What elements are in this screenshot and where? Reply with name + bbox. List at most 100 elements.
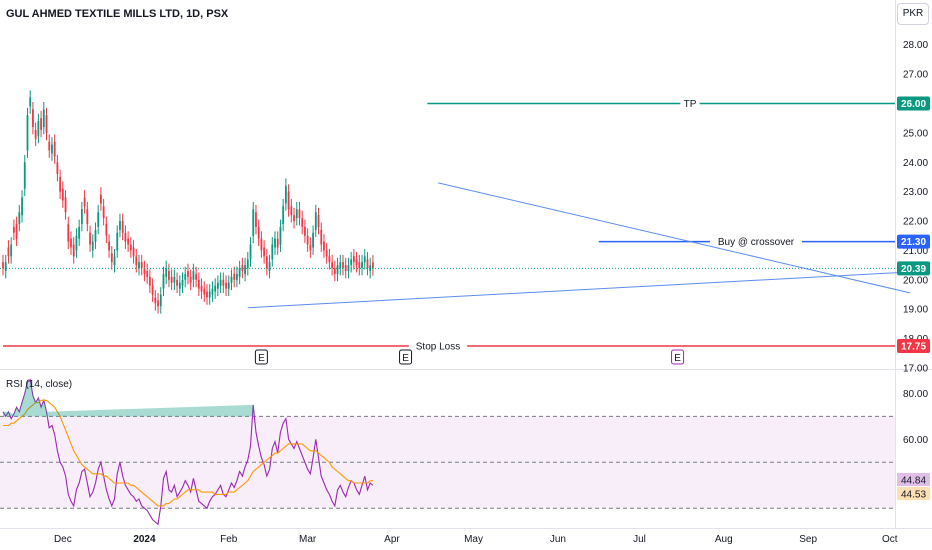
candle-body — [168, 271, 170, 280]
candle-body — [119, 221, 121, 230]
candle — [162, 266, 165, 296]
candle-body — [189, 276, 192, 283]
candle — [361, 254, 363, 276]
candle-body — [151, 285, 154, 295]
candle-body — [135, 256, 138, 266]
candle — [159, 287, 162, 314]
candle — [67, 216, 70, 249]
candle — [290, 199, 293, 223]
candle — [372, 255, 374, 276]
candle — [138, 254, 140, 276]
candle-body — [173, 276, 176, 283]
candle — [121, 213, 124, 241]
candle — [154, 290, 157, 311]
candle-body — [15, 223, 18, 239]
candle — [4, 254, 7, 279]
candle-body — [301, 218, 304, 227]
candle — [7, 240, 10, 264]
candle-body — [282, 206, 285, 224]
candle-body — [265, 256, 268, 269]
time-tick-label: Jul — [633, 534, 646, 545]
candle-body — [230, 276, 233, 283]
candle-body — [257, 226, 260, 239]
candle-body — [336, 265, 339, 274]
candle — [336, 257, 339, 282]
time-tick-label: 2024 — [133, 534, 156, 545]
candle — [116, 225, 119, 258]
candle-body — [355, 259, 358, 266]
candle — [298, 201, 301, 226]
candle-body — [372, 262, 374, 269]
candle — [135, 248, 138, 273]
candle-body — [317, 215, 320, 227]
candle — [233, 266, 236, 288]
candle-body — [86, 209, 89, 224]
candle — [325, 243, 328, 264]
candle-body — [320, 229, 323, 245]
candle-body — [192, 271, 195, 280]
candle — [225, 275, 227, 296]
candle — [304, 219, 306, 244]
candle — [274, 231, 276, 255]
candle-body — [287, 191, 290, 210]
candle-body — [51, 144, 53, 154]
candle — [113, 248, 116, 273]
price-tag — [897, 234, 930, 249]
candle — [42, 102, 45, 135]
candle — [184, 266, 187, 288]
price-tag-label: 17.75 — [901, 341, 926, 352]
price-tick-label: 25.00 — [903, 128, 928, 139]
candle-body — [363, 256, 366, 263]
candle-body — [195, 273, 198, 280]
candle-body — [333, 268, 336, 274]
candle-body — [216, 282, 219, 289]
candle-body — [124, 232, 127, 242]
candle-body — [203, 288, 206, 295]
candle — [59, 169, 62, 199]
candle — [148, 269, 151, 294]
rsi-line — [2, 378, 374, 526]
candle — [314, 204, 317, 238]
candle — [323, 234, 325, 258]
candle — [170, 269, 173, 291]
candle — [192, 263, 195, 288]
price-tag-label: 26.00 — [901, 99, 926, 110]
candle — [151, 278, 154, 302]
candle-body — [32, 109, 34, 127]
candle — [216, 275, 219, 296]
candle-body — [290, 206, 293, 216]
candle — [328, 248, 331, 270]
candle-body — [105, 223, 108, 236]
candle-body — [10, 244, 13, 257]
candle — [70, 231, 72, 255]
candle-body — [178, 282, 181, 289]
candle-body — [252, 209, 255, 236]
candle-body — [331, 262, 334, 269]
candle — [187, 263, 189, 285]
candle-body — [366, 259, 369, 269]
candle — [211, 281, 214, 302]
candle-body — [143, 268, 146, 274]
candle — [312, 225, 314, 255]
candle — [317, 207, 320, 235]
rsi-value-tag — [897, 487, 930, 500]
candle — [110, 246, 113, 270]
candle-body — [2, 262, 4, 269]
currency-button[interactable]: PKR — [897, 3, 929, 25]
candle-body — [48, 141, 51, 151]
candle-body — [26, 115, 29, 151]
candle-body — [61, 188, 64, 201]
candle — [86, 201, 89, 232]
price-tag-label: 21.30 — [901, 237, 926, 248]
candle — [197, 272, 200, 296]
candle — [140, 254, 143, 276]
candle-body — [225, 282, 227, 289]
candle — [146, 263, 149, 285]
trendline — [247, 271, 911, 309]
candle-body — [75, 235, 78, 251]
candle — [287, 184, 290, 217]
candle-body — [298, 209, 301, 219]
candle-body — [56, 162, 59, 175]
candle-body — [29, 97, 32, 107]
